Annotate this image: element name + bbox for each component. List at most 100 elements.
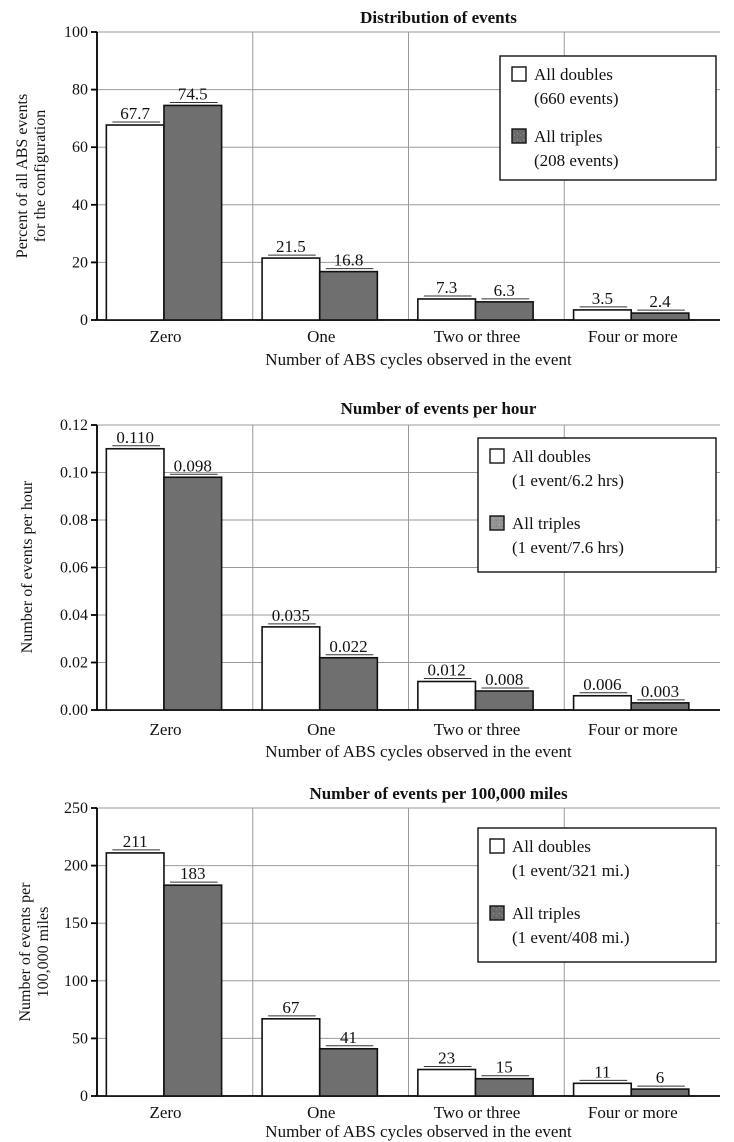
bar-triples: [630, 312, 690, 321]
bar-doubles: [261, 626, 321, 711]
data-label: 0.035: [272, 606, 310, 625]
bar-doubles: [417, 298, 477, 321]
category-label: One: [307, 720, 335, 739]
y-tick-label: 20: [72, 254, 88, 271]
data-label: 23: [438, 1049, 455, 1068]
legend-swatch-doubles: [489, 448, 505, 464]
data-label: 0.008: [485, 670, 523, 689]
y-tick-label: 80: [72, 82, 88, 99]
x-axis-label: Number of ABS cycles observed in the eve…: [265, 742, 572, 761]
data-label: 0.110: [116, 428, 154, 447]
legend-entry-text: All doubles: [512, 447, 591, 466]
bar-triples: [474, 1077, 534, 1097]
legend-swatch-doubles: [489, 838, 505, 854]
data-label: 183: [180, 864, 206, 883]
data-label: 7.3: [436, 278, 457, 297]
data-label: 2.4: [649, 292, 671, 311]
y-tick-label: 100: [64, 973, 88, 990]
chart-2: Number of events per hour 0.00 0.02 0.04 0.0…: [19, 399, 720, 761]
category-label: Two or three: [434, 327, 521, 346]
category-label: Two or three: [434, 720, 521, 739]
y-axis-label: Number of events per hour: [19, 480, 36, 653]
legend-entry-text: (1 event/6.2 hrs): [512, 471, 624, 490]
data-label: 211: [123, 832, 148, 851]
category-label: Four or more: [588, 1103, 678, 1122]
legend-entry-text: (1 event/321 mi.): [512, 861, 630, 880]
legend-swatch-triples: [511, 128, 527, 144]
bar-doubles: [105, 852, 165, 1097]
y-tick-label: 200: [64, 858, 88, 875]
bar-triples: [163, 476, 223, 711]
bar-doubles: [572, 694, 633, 711]
legend-entry-text: (660 events): [534, 89, 619, 108]
bar-triples: [163, 104, 223, 321]
legend-entry-text: (208 events): [534, 151, 619, 170]
y-tick-label: 0.08: [60, 512, 88, 529]
bar-doubles: [417, 680, 477, 711]
category-label: Zero: [149, 720, 181, 739]
bar-triples: [474, 690, 534, 711]
bar-triples: [318, 270, 379, 321]
legend-box: [477, 437, 717, 573]
category-label: One: [307, 1103, 335, 1122]
bar-doubles: [572, 1082, 633, 1097]
bar-doubles: [572, 309, 633, 321]
bar-doubles: [105, 124, 165, 321]
bar-triples: [318, 656, 379, 711]
chart-3: Number of events per 100,000 miles 0 50 100…: [17, 784, 720, 1141]
y-tick-label: 0.12: [60, 417, 88, 434]
y-tick-label: 0.02: [60, 655, 88, 672]
bar-doubles: [261, 1018, 321, 1097]
data-label: 11: [594, 1062, 610, 1081]
category-label: Two or three: [434, 1103, 521, 1122]
data-label: 0.006: [583, 675, 621, 694]
chart-title: Distribution of events: [360, 8, 517, 27]
x-axis-label: Number of ABS cycles observed in the eve…: [265, 1122, 572, 1141]
bar-doubles: [105, 447, 165, 711]
data-label: 21.5: [276, 237, 306, 256]
legend-swatch-doubles: [511, 66, 527, 82]
bar-triples: [163, 884, 223, 1097]
data-label: 0.012: [428, 661, 466, 680]
bar-doubles: [417, 1068, 477, 1097]
data-label: 3.5: [592, 289, 613, 308]
bar-triples: [474, 301, 534, 321]
y-tick-label: 0.06: [60, 560, 88, 577]
y-tick-label: 0: [80, 312, 88, 329]
data-label: 41: [340, 1028, 357, 1047]
bar-triples: [630, 1088, 690, 1097]
data-label: 74.5: [178, 84, 208, 103]
y-axis-label: for the configuration: [32, 110, 49, 242]
bar-doubles: [261, 257, 321, 321]
data-label: 67.7: [120, 104, 150, 123]
category-label: Four or more: [588, 720, 678, 739]
chart-1: Distribution of events 0 20 40 60 80 100 67.7 74…: [14, 8, 720, 369]
y-tick-label: 150: [64, 915, 88, 932]
legend-box: [499, 55, 717, 181]
y-tick-label: 100: [64, 24, 88, 41]
legend-swatch-triples: [489, 905, 505, 921]
category-label: One: [307, 327, 335, 346]
chart-title: Number of events per hour: [341, 399, 537, 418]
legend-entry-text: All doubles: [512, 837, 591, 856]
data-label: 0.003: [641, 682, 679, 701]
y-tick-label: 0.10: [60, 465, 88, 482]
y-tick-label: 0.00: [60, 702, 88, 719]
y-tick-label: 60: [72, 139, 88, 156]
y-tick-label: 40: [72, 197, 88, 214]
category-label: Zero: [149, 327, 181, 346]
y-tick-label: 50: [72, 1030, 88, 1047]
category-label: Zero: [149, 1103, 181, 1122]
x-axis-label: Number of ABS cycles observed in the eve…: [265, 350, 572, 369]
legend-box: [477, 827, 717, 963]
category-label: Four or more: [588, 327, 678, 346]
y-tick-label: 0: [80, 1088, 88, 1105]
data-label: 67: [282, 998, 300, 1017]
legend-entry-text: (1 event/408 mi.): [512, 928, 630, 947]
data-label: 0.022: [329, 637, 367, 656]
data-label: 0.098: [174, 456, 212, 475]
data-label: 6: [656, 1068, 665, 1087]
y-axis-label: Percent of all ABS events: [14, 94, 31, 258]
chart-title: Number of events per 100,000 miles: [309, 784, 568, 803]
